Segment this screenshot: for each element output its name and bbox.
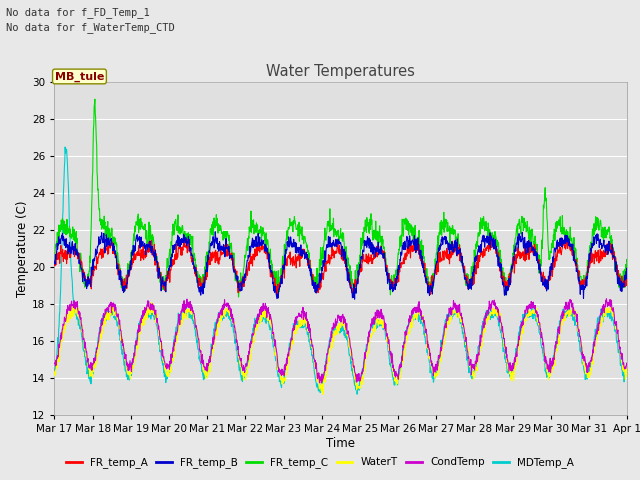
Text: No data for f_FD_Temp_1: No data for f_FD_Temp_1 <box>6 7 150 18</box>
Text: MB_tule: MB_tule <box>55 72 104 82</box>
Legend: FR_temp_A, FR_temp_B, FR_temp_C, WaterT, CondTemp, MDTemp_A: FR_temp_A, FR_temp_B, FR_temp_C, WaterT,… <box>62 453 578 472</box>
X-axis label: Time: Time <box>326 437 355 450</box>
Y-axis label: Temperature (C): Temperature (C) <box>17 200 29 297</box>
Title: Water Temperatures: Water Temperatures <box>266 64 415 79</box>
Text: No data for f_WaterTemp_CTD: No data for f_WaterTemp_CTD <box>6 22 175 33</box>
